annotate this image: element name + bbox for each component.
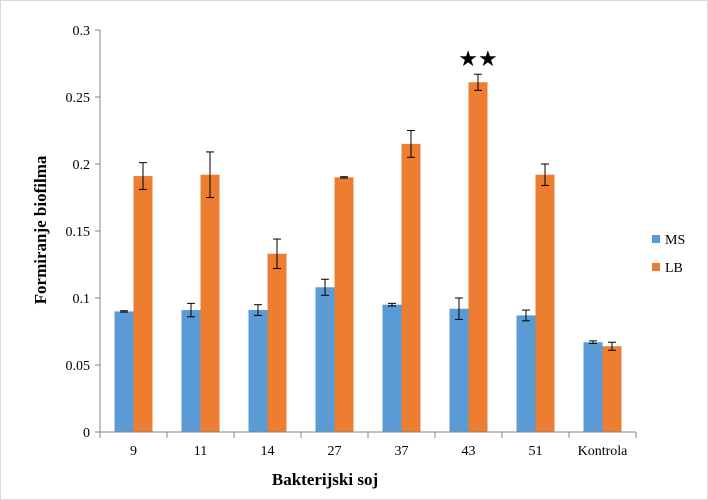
y-tick-label: 0.15 [66,225,91,240]
bar-ms [449,308,469,432]
bar-lb [334,177,354,432]
error-bars [120,73,616,351]
significance-stars: ★★ [458,47,497,72]
bars [114,82,622,432]
bar-lb [200,174,220,432]
bar-lb [602,346,622,432]
x-tick-label: 43 [462,444,476,459]
y-axis-ticks: 0 0.05 0.1 0.15 0.2 0.25 0.3 [66,24,100,441]
x-axis-ticks: 9 11 14 27 37 43 51 Kontrola [99,432,637,459]
legend-label-lb: LB [665,261,683,276]
bar-ms [516,315,536,432]
annotations: ★★ [458,47,497,72]
y-tick-label: 0.25 [66,91,91,106]
bar-ms [248,310,268,432]
x-tick-label: Kontrola [578,444,629,459]
bar-lb [468,82,488,432]
y-axis-title: Formiranje biofilma [31,155,50,304]
y-tick-label: 0.2 [73,158,91,173]
bar-lb [133,176,153,432]
y-tick-label: 0.05 [66,359,91,374]
x-tick-label: 27 [328,444,342,459]
bar-ms [382,304,402,432]
axes [99,30,636,433]
legend-swatch-ms [652,235,660,243]
x-tick-label: 51 [529,444,543,459]
x-tick-label: 9 [130,444,137,459]
y-tick-label: 0.1 [73,292,91,307]
x-tick-label: 11 [194,444,207,459]
bar-ms [114,311,134,432]
bar-lb [401,143,421,432]
bar-lb [267,253,287,432]
bar-ms [583,342,603,432]
y-tick-label: 0.3 [73,24,91,39]
x-tick-label: 14 [261,444,275,459]
legend-swatch-lb [652,263,660,271]
legend-label-ms: MS [665,233,685,248]
bar-ms [181,310,201,432]
bar-ms [315,287,335,432]
x-tick-label: 37 [395,444,409,459]
bar-lb [535,174,555,432]
x-axis-title: Bakterijski soj [272,470,378,489]
legend: MS LB [652,233,685,276]
y-tick-label: 0 [83,426,90,441]
